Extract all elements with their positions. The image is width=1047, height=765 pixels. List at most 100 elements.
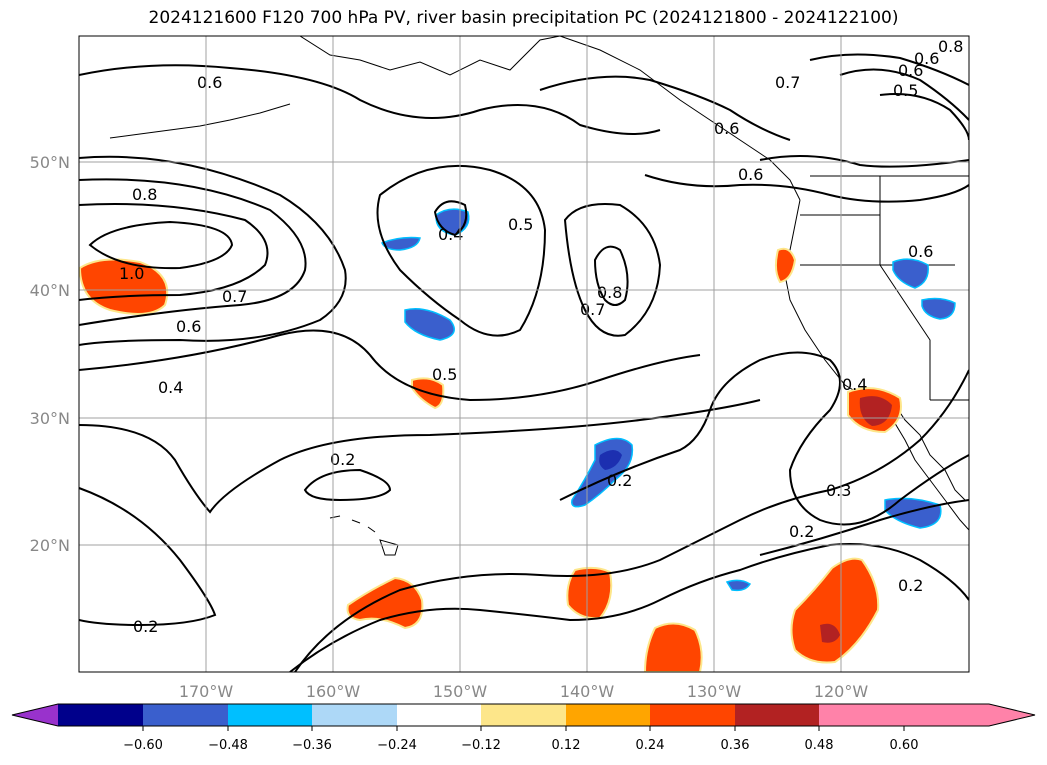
contour-line bbox=[539, 75, 791, 141]
contour-label: 0.6 bbox=[898, 61, 923, 80]
colorbar-segment bbox=[650, 704, 735, 726]
contour-label: 0.4 bbox=[438, 225, 463, 244]
colorbar-tick-label: −0.36 bbox=[292, 738, 332, 753]
contour-line bbox=[759, 155, 969, 168]
colorbar-segment bbox=[735, 704, 819, 726]
contour-line bbox=[79, 399, 761, 514]
orange-area-o bbox=[790, 557, 880, 664]
contour-line bbox=[559, 351, 969, 526]
colorbar-segment bbox=[566, 704, 650, 726]
colorbar-tick-label: 0.60 bbox=[890, 738, 919, 753]
contour-line bbox=[303, 468, 392, 502]
contour-label: 0.4 bbox=[842, 375, 867, 394]
colorbar-segment bbox=[481, 704, 566, 726]
contour-label: 0.6 bbox=[176, 317, 201, 336]
colorbar-segment bbox=[397, 704, 481, 726]
graticule bbox=[79, 36, 969, 672]
colorbar-tick-labels: −0.60 −0.48 −0.36 −0.24 −0.12 0.12 0.24 … bbox=[123, 738, 918, 753]
contour-line bbox=[879, 93, 969, 141]
contour-line bbox=[88, 220, 234, 270]
lat-label-30n: 30°N bbox=[30, 409, 70, 428]
contour-label: 0.2 bbox=[789, 522, 814, 541]
contour-label: 0.6 bbox=[714, 119, 739, 138]
colorbar-tick-marks bbox=[142, 726, 905, 731]
state-borders bbox=[800, 176, 969, 401]
blue-area-b bbox=[381, 236, 421, 251]
blue-area-h bbox=[921, 297, 956, 320]
contour-line bbox=[433, 200, 468, 237]
red-core-k bbox=[859, 396, 892, 426]
contour-label: 0.5 bbox=[432, 365, 457, 384]
colorbar-outline bbox=[11, 703, 1036, 727]
contour-label: 0.2 bbox=[133, 617, 158, 636]
colorbar-tick-label: −0.60 bbox=[123, 738, 163, 753]
colorbar-segment bbox=[819, 704, 904, 726]
contour-line bbox=[294, 369, 969, 672]
aleutian-islands bbox=[109, 103, 291, 139]
colorbar-right-extension bbox=[904, 704, 1035, 726]
lat-label-40n: 40°N bbox=[30, 281, 70, 300]
contour-label: 0.8 bbox=[597, 283, 622, 302]
lon-label-130w: 130°W bbox=[687, 682, 742, 701]
contour-label: 1.0 bbox=[119, 264, 144, 283]
latitude-labels: 50°N 40°N 30°N 20°N bbox=[30, 153, 70, 555]
colorbar-tick-label: 0.24 bbox=[636, 738, 665, 753]
lon-label-120w: 120°W bbox=[814, 682, 869, 701]
lat-label-20n: 20°N bbox=[30, 536, 70, 555]
longitude-labels: 170°W 160°W 150°W 140°W 130°W 120°W bbox=[179, 682, 869, 701]
pv-contours bbox=[79, 53, 969, 672]
colorbar-segment bbox=[143, 704, 228, 726]
colorbar-segment bbox=[58, 704, 143, 726]
lat-label-50n: 50°N bbox=[30, 153, 70, 172]
baja-california bbox=[894, 404, 966, 501]
colorbar-tick-label: −0.12 bbox=[461, 738, 501, 753]
lon-label-160w: 160°W bbox=[306, 682, 361, 701]
red-core-o bbox=[820, 623, 840, 643]
colorbar-segment bbox=[228, 704, 312, 726]
colorbar-left-extension bbox=[12, 704, 58, 726]
orange-area-j bbox=[774, 247, 797, 284]
orange-area-l bbox=[346, 576, 424, 630]
contour-label: 0.5 bbox=[893, 81, 918, 100]
contour-line bbox=[839, 68, 969, 121]
colorbar-tick-label: −0.24 bbox=[377, 738, 417, 753]
alaska-coastline bbox=[299, 36, 561, 76]
contour-line bbox=[563, 203, 662, 337]
contour-line bbox=[809, 53, 969, 86]
colorbar-tick-label: 0.48 bbox=[805, 738, 834, 753]
blue-area-g bbox=[892, 258, 929, 289]
blue-area-f bbox=[884, 497, 942, 529]
alaska-panhandle-coastline bbox=[559, 36, 801, 201]
map-title: 2024121600 F120 700 hPa PV, river basin … bbox=[148, 8, 899, 28]
contour-label: 0.8 bbox=[132, 185, 157, 204]
orange-area-n bbox=[643, 622, 703, 672]
contour-label: 0.7 bbox=[580, 300, 605, 319]
contour-line bbox=[79, 329, 701, 402]
contour-label: 0.6 bbox=[197, 73, 222, 92]
contour-line bbox=[79, 155, 347, 346]
contour-label: 0.2 bbox=[607, 471, 632, 490]
precipitation-shading bbox=[79, 208, 956, 672]
blue-area-c bbox=[404, 308, 455, 341]
contour-label: 0.6 bbox=[914, 49, 939, 68]
colorbar-tick-label: 0.36 bbox=[721, 738, 750, 753]
contour-line bbox=[289, 543, 969, 672]
contour-label: 0.7 bbox=[222, 287, 247, 306]
contour-label: 0.7 bbox=[775, 73, 800, 92]
map-plot-area: 0.6 0.6 0.8 1.0 0.7 0.6 0.4 0.4 0.5 0.5 … bbox=[79, 36, 969, 672]
map-frame bbox=[78, 35, 970, 673]
lon-label-140w: 140°W bbox=[560, 682, 615, 701]
colorbar-segment bbox=[312, 704, 397, 726]
contour-label: 0.8 bbox=[938, 37, 963, 56]
north-america-west-coast bbox=[784, 199, 969, 531]
blue-area-i bbox=[725, 579, 752, 592]
lon-label-150w: 150°W bbox=[433, 682, 488, 701]
contour-line bbox=[79, 203, 269, 301]
contour-line bbox=[759, 499, 969, 556]
contour-label: 0.3 bbox=[826, 481, 851, 500]
colorbar: −0.60 −0.48 −0.36 −0.24 −0.12 0.12 0.24 … bbox=[11, 703, 1036, 753]
hawaii-islands bbox=[329, 515, 399, 556]
dark-blue-core-e bbox=[599, 450, 622, 470]
contour-label: 0.2 bbox=[898, 576, 923, 595]
